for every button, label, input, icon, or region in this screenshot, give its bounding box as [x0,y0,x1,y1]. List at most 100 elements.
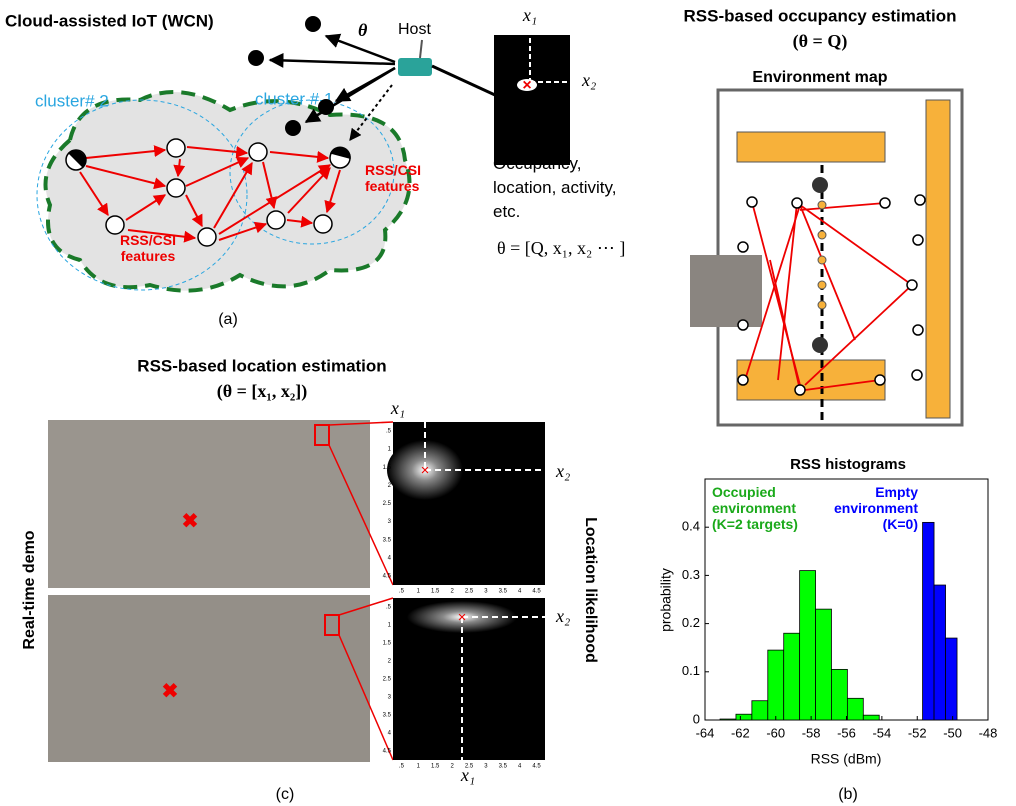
bar [847,698,863,720]
shape [818,201,826,209]
legend-entry: Empty environment (K=0) [818,484,918,532]
heatmap-tick-label: 4.5 [383,574,392,580]
x-tick-label: -58 [802,725,821,740]
shape [249,143,267,161]
x-tick-label: -56 [837,725,856,740]
y-tick-label: 0.4 [682,519,700,534]
heatmap-tick-label: 3.5 [383,537,392,543]
axis-label: x₂ [555,461,570,481]
shape [285,120,301,136]
bar [831,669,847,720]
bar [934,585,945,720]
heatmap-tick-label: 2.5 [465,764,474,770]
target-mark: × [458,609,467,626]
panel-title: RSS-based occupancy estimation [683,6,956,25]
shape [248,50,264,66]
desk [737,132,885,162]
bar [720,719,736,720]
shape [880,198,890,208]
axis-label: x₁ [390,398,405,418]
heatmap-tick-label: 3 [484,589,488,595]
theta: θ [358,20,368,40]
axis-label: x₂ [555,606,570,626]
side-label: Real-time demo [21,530,38,649]
heatmap-tick-label: .5 [399,764,405,770]
bar [923,522,934,720]
side-label: Location likelihood [582,517,599,663]
bench [926,100,950,418]
heatmap-tick-label: .5 [386,429,392,435]
heatmap-tick-label: 1.5 [383,641,392,647]
shape [738,320,748,330]
axis-label: x₂ [581,70,596,90]
heatmap-tick-label: 4.5 [532,589,541,595]
heatmap-tick-label: 3 [388,695,392,701]
shape [305,16,321,32]
shape [913,235,923,245]
y-tick-label: 0.2 [682,615,700,630]
target-mark: × [421,462,430,479]
heatmap-tick-label: 4 [518,589,522,595]
annotation: RSS/CSI features [365,162,425,194]
shape [818,231,826,239]
caption: (b) [838,786,858,803]
shape [167,179,185,197]
bar [768,650,784,720]
map-box [494,35,570,165]
bar [736,714,752,720]
target-mark: ✖ [162,680,179,702]
host-label: Host [398,21,431,38]
map-title: Environment map [752,69,887,86]
shape [875,375,885,385]
panel-subtitle: (θ = Q) [793,31,848,52]
photo [48,595,370,762]
shape [907,280,917,290]
heatmap-tick-label: 2.5 [465,589,474,595]
annotation: RSS/CSI features [118,232,178,264]
shape [795,385,805,395]
heatmap-tick-label: 4 [518,764,522,770]
heatmap-tick-label: 2 [388,483,392,489]
heatmap-tick-label: 3 [484,764,488,770]
host-link [432,66,495,95]
target-mark: ✖ [182,510,199,532]
person [812,177,828,193]
heatmap-tick-label: 4.5 [383,749,392,755]
x-tick-label: -52 [908,725,927,740]
shape [912,370,922,380]
antenna [420,40,422,58]
figure: Cloud-assisted IoT (WCN) cluster# 2 clus… [0,0,1016,806]
y-axis-label: probability [658,568,674,632]
heatmap-tick-label: 2.5 [383,677,392,683]
bar [816,609,832,720]
panel-title: Cloud-assisted IoT (WCN) [5,11,214,30]
y-tick-label: 0 [693,711,700,726]
heatmap-tick-label: 3.5 [499,764,508,770]
heatmap-tick-label: 2 [450,589,454,595]
shape [267,211,285,229]
shape [336,68,395,101]
heatmap-tick-label: 1 [417,589,421,595]
heatmap-tick-label: 2.5 [383,501,392,507]
cluster-label: cluster# 2 [35,91,109,110]
heatmap-tick-label: 1.5 [431,589,440,595]
heatmap-tick-label: 3.5 [383,713,392,719]
chart-title: RSS histograms [790,456,906,473]
axis-label: x₁ [522,5,537,25]
bar [784,633,800,720]
heatmap-tick-label: 4 [388,555,392,561]
shape [818,301,826,309]
bar [800,571,816,720]
shape [738,375,748,385]
heatmap-tick-label: 2 [388,659,392,665]
y-tick-label: 0.3 [682,567,700,582]
heatmap-tick-label: 3.5 [499,589,508,595]
parameter: θ = [Q, x₁, x₂ ⋯ ] [497,238,625,258]
shape [747,197,757,207]
bar [863,715,879,720]
heatmap-tick-label: 1 [388,623,392,629]
x-tick-label: -54 [872,725,891,740]
caption: (a) [218,311,238,328]
x-tick-label: -48 [979,725,998,740]
cloud [46,92,410,291]
